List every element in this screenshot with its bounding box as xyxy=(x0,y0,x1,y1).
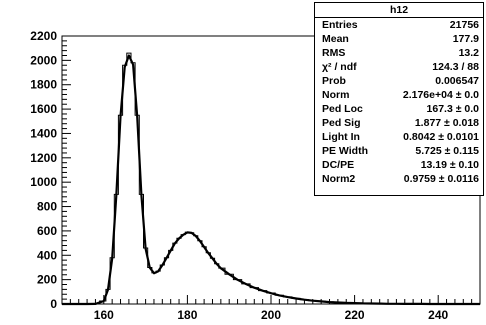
stats-label: Light In xyxy=(322,131,360,143)
stats-row: χ² / ndf 124.3 / 88 xyxy=(315,60,483,74)
stats-title: h12 xyxy=(315,3,483,18)
stats-value: 167.3 ± 0.0 xyxy=(426,103,479,115)
stats-value: 0.006547 xyxy=(435,75,479,87)
stats-label: RMS xyxy=(322,47,346,59)
stats-label: Norm xyxy=(322,89,350,101)
stats-row: RMS 13.2 xyxy=(315,46,483,60)
stats-row: Norm2 0.9759 ± 0.0116 xyxy=(315,172,483,186)
stats-label: χ² / ndf xyxy=(322,61,357,73)
y-tick-label: 1400 xyxy=(30,126,57,140)
stats-value: 1.877 ± 0.018 xyxy=(414,117,479,129)
stats-row: Ped Loc 167.3 ± 0.0 xyxy=(315,102,483,116)
stats-label: Entries xyxy=(322,19,358,31)
stats-rows: Entries 21756 Mean 177.9 RMS 13.2 χ² / ndf 124.… xyxy=(315,18,483,186)
stats-label: PE Width xyxy=(322,145,368,157)
stats-box: h12 Entries 21756 Mean 177.9 RMS 13.2 χ² / ndf… xyxy=(314,2,484,196)
stats-label: Prob xyxy=(322,75,346,87)
x-tick-label: 220 xyxy=(345,308,365,322)
stats-value: 0.9759 ± 0.0116 xyxy=(403,173,479,185)
stats-value: 21756 xyxy=(449,19,479,31)
x-tick-label: 160 xyxy=(94,308,114,322)
stats-value: 2.176e+04 ± 0.0 xyxy=(402,89,479,101)
stats-value: 177.9 xyxy=(452,33,479,45)
stats-label: Mean xyxy=(322,33,349,45)
axis-ticks xyxy=(61,35,481,305)
x-tick-label: 180 xyxy=(177,308,197,322)
stats-label: Ped Sig xyxy=(322,117,361,129)
stats-value: 13.2 xyxy=(458,47,479,59)
stats-value: 124.3 / 88 xyxy=(432,61,479,73)
stats-row: Prob 0.006547 xyxy=(315,74,483,88)
stats-row: Light In 0.8042 ± 0.0101 xyxy=(315,130,483,144)
y-tick-label: 1000 xyxy=(30,175,57,189)
stats-row: Ped Sig 1.877 ± 0.018 xyxy=(315,116,483,130)
x-tick-label: 240 xyxy=(428,308,448,322)
stats-value: 0.8042 ± 0.0101 xyxy=(403,131,479,143)
y-tick-label: 1600 xyxy=(30,102,57,116)
y-tick-label: 1200 xyxy=(30,151,57,165)
y-tick-label: 1800 xyxy=(30,78,57,92)
y-tick-label: 600 xyxy=(37,224,57,238)
x-tick-label: 200 xyxy=(261,308,281,322)
stats-label: Norm2 xyxy=(322,173,356,185)
y-tick-label: 0 xyxy=(50,297,57,311)
stats-row: PE Width 5.725 ± 0.115 xyxy=(315,144,483,158)
y-tick-label: 2200 xyxy=(30,29,57,43)
stats-row: DC/PE 13.19 ± 0.10 xyxy=(315,158,483,172)
fit-series xyxy=(62,54,480,306)
axis-tick-labels: 0 200 400 600 800 1000 1200 1400 1600 1800 2000 220… xyxy=(30,29,448,322)
stats-row: Norm 2.176e+04 ± 0.0 xyxy=(315,88,483,102)
y-tick-label: 2000 xyxy=(30,53,57,67)
y-tick-label: 200 xyxy=(37,273,57,287)
stats-row: Mean 177.9 xyxy=(315,32,483,46)
stats-value: 5.725 ± 0.115 xyxy=(415,145,479,157)
stats-row: Entries 21756 xyxy=(315,18,483,32)
stats-label: Ped Loc xyxy=(322,103,363,115)
data-marks xyxy=(62,52,480,306)
y-tick-label: 400 xyxy=(37,248,57,262)
stats-label: DC/PE xyxy=(322,159,355,171)
y-tick-label: 800 xyxy=(37,200,57,214)
stats-value: 13.19 ± 0.10 xyxy=(420,159,479,171)
